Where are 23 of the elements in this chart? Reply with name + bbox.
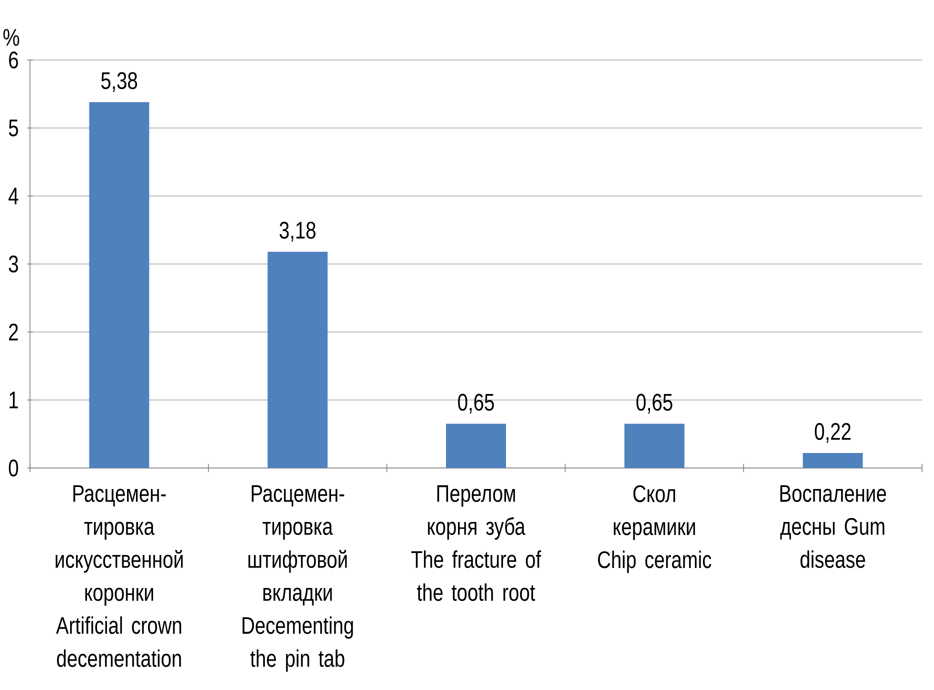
x-tick-label: Воспаление десны Gum disease (780, 485, 886, 568)
y-axis-title: % (3, 29, 20, 46)
y-tick-label: 0 (8, 459, 18, 476)
x-tick-label: Перелом корня зуба The fracture of the tooth root (411, 485, 542, 601)
bar (268, 252, 328, 468)
y-tick-label: 1 (10, 392, 18, 408)
bar (89, 102, 150, 468)
data-label: 5,38 (101, 72, 138, 92)
data-label: 0,22 (814, 423, 851, 443)
y-tick-label: 4 (8, 188, 18, 204)
y-tick-label: 2 (9, 324, 18, 340)
x-tick-label: Скол керамики Chip ceramic (598, 485, 712, 573)
data-label: 0,65 (458, 394, 494, 414)
y-tick-label: 3 (8, 255, 18, 272)
data-label: 0,65 (636, 394, 672, 414)
bar (802, 453, 863, 468)
y-tick-label: 6 (9, 51, 18, 68)
bar (446, 424, 506, 468)
x-tick-label: Расцемен-тировка искусственной коронки Artificial crown decementation (56, 485, 183, 667)
x-tick-label: Расцемен-тировка штифтовой вкладки Decementing the pin tab (242, 485, 353, 672)
data-label: 3,18 (280, 222, 316, 242)
y-tick-label: 5 (8, 120, 18, 136)
bar (624, 424, 684, 468)
